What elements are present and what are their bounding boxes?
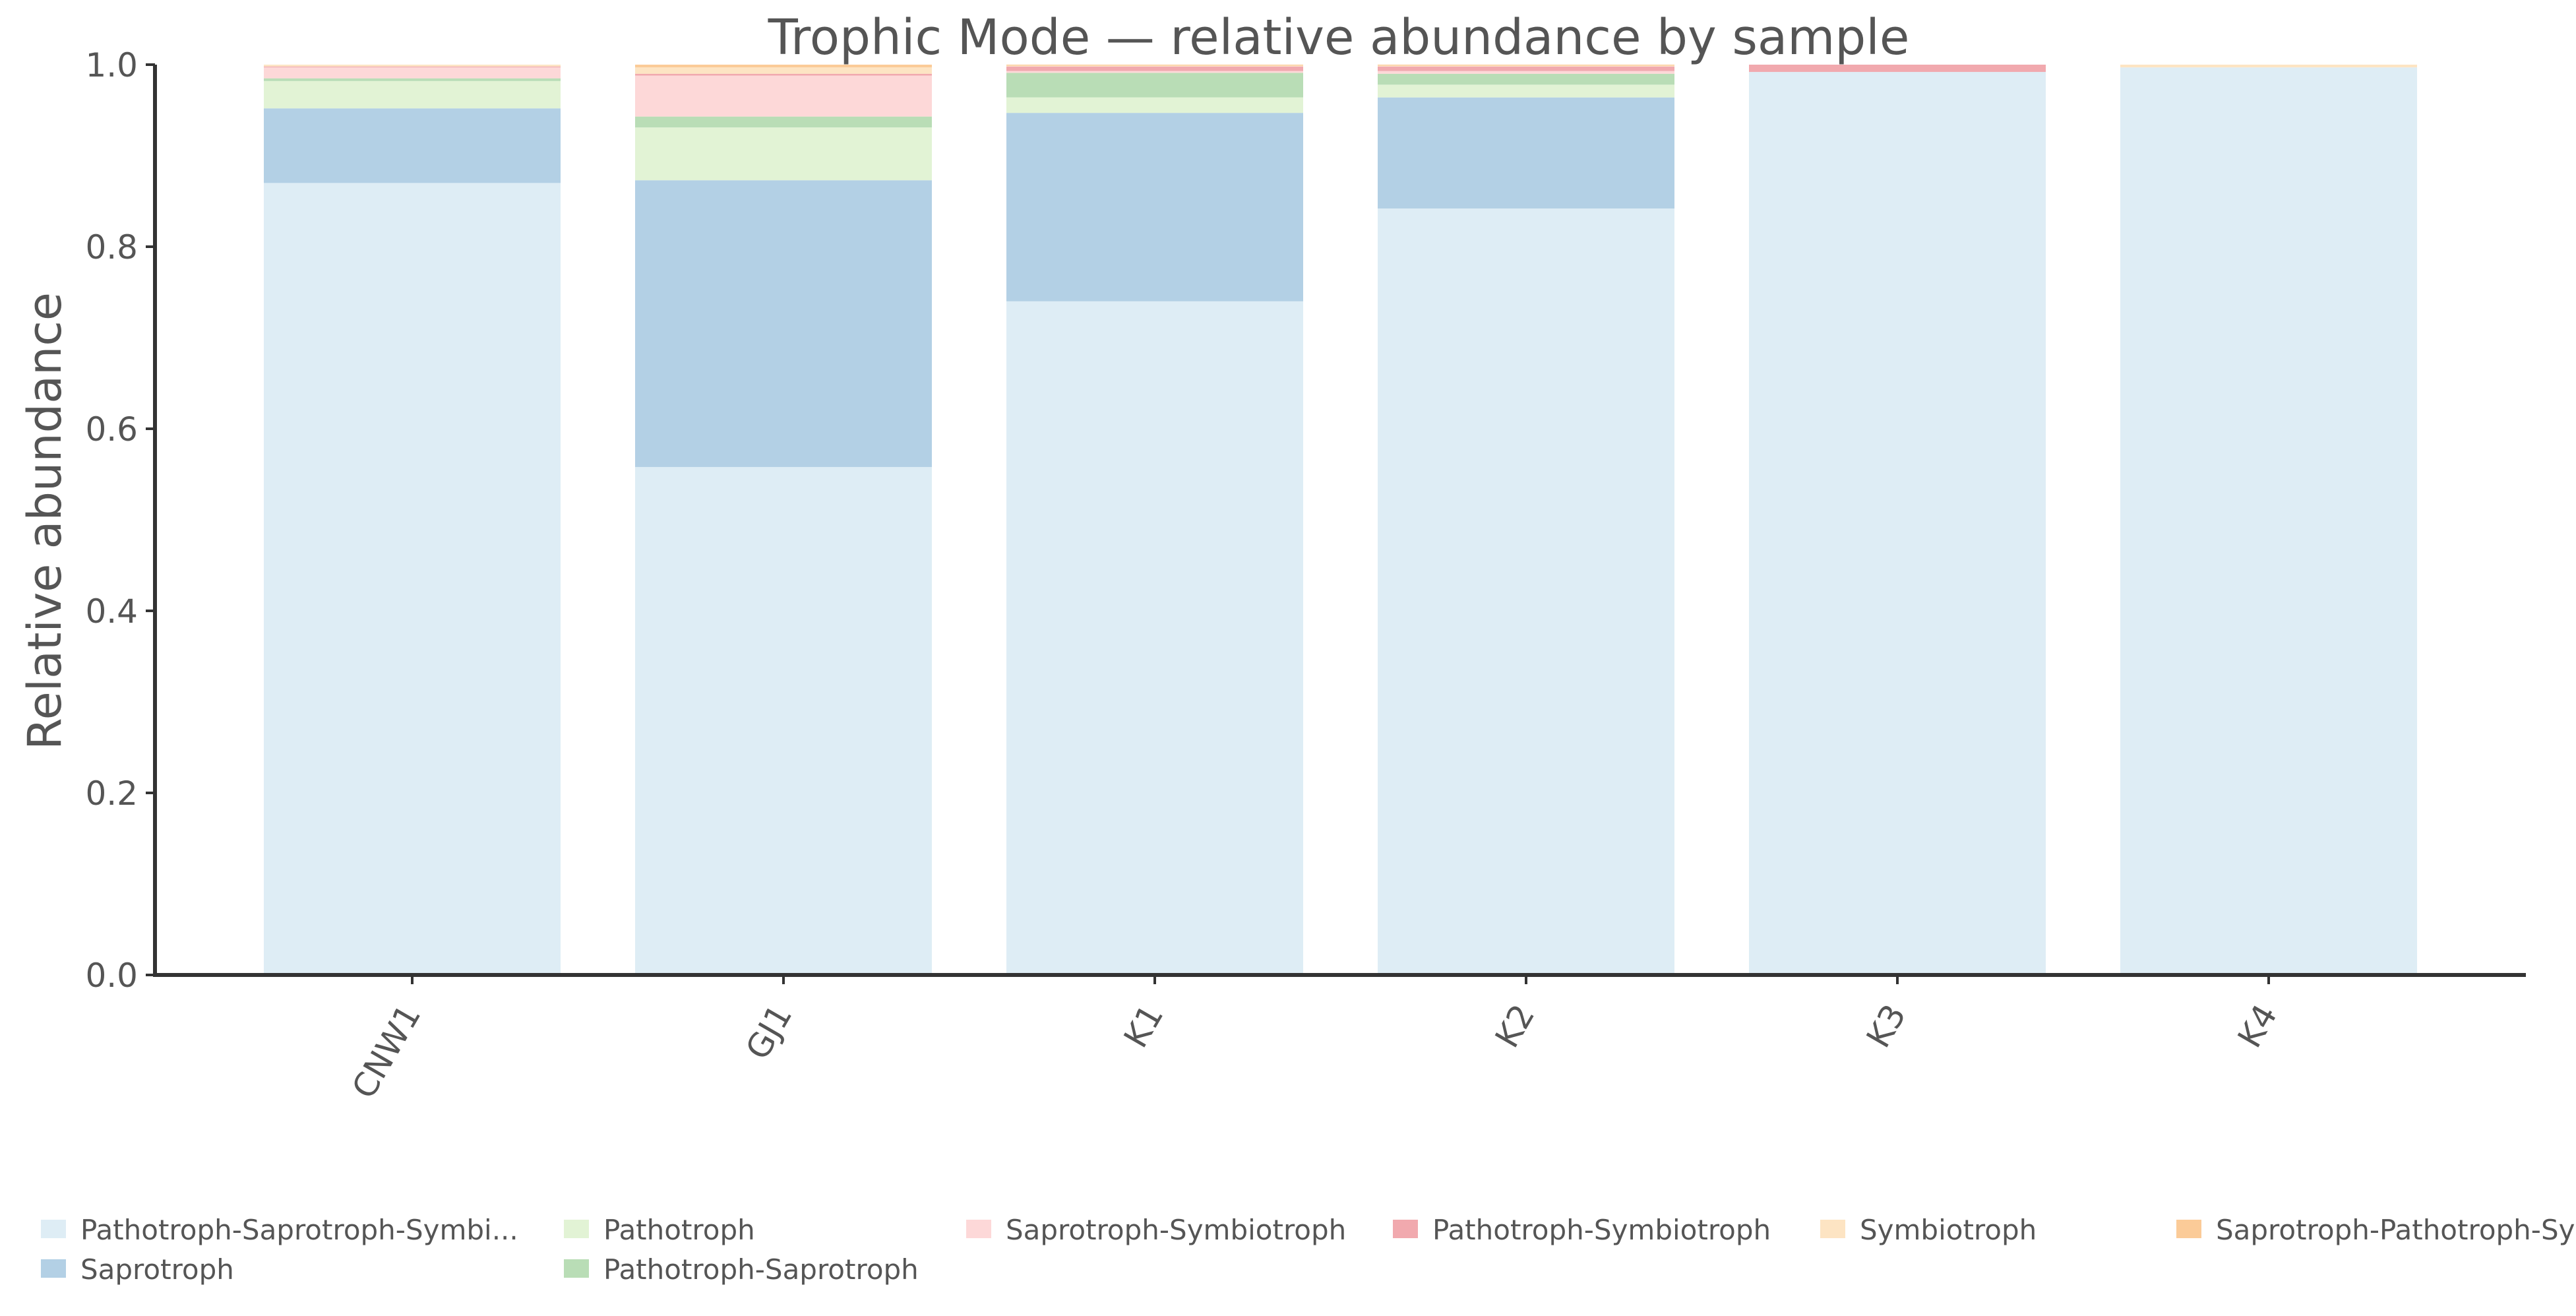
bar-segment-k1-0 <box>1006 301 1303 975</box>
x-tick-label-k2: K2 <box>1488 998 1543 1054</box>
y-tick-label: 0.2 <box>85 774 138 813</box>
bar-segment-k2-0 <box>1378 208 1674 975</box>
legend-item-6: Symbiotroph <box>1820 1214 2037 1246</box>
bar-segment-cnw1-4 <box>264 67 561 78</box>
legend-label: Pathotroph-Saprotroph <box>603 1253 919 1286</box>
legend-item-4: Saprotroph-Symbiotroph <box>966 1214 1346 1246</box>
bar-segment-k1-6 <box>1006 65 1303 67</box>
bar-segment-k2-4 <box>1378 71 1674 74</box>
legend-item-1: Saprotroph <box>41 1253 234 1286</box>
y-axis-label: Relative abundance <box>18 292 72 750</box>
legend-label: Saprotroph <box>80 1253 234 1286</box>
legend-swatch <box>1393 1220 1418 1238</box>
bar-segment-gj1-0 <box>635 466 932 975</box>
bar-segment-k2-5 <box>1378 66 1674 71</box>
bar-segment-k1-1 <box>1006 113 1303 301</box>
bar-segment-gj1-3 <box>635 116 932 128</box>
legend-label: Saprotroph-Symbiotroph <box>1006 1214 1346 1246</box>
bar-segment-k4-6 <box>2120 65 2417 68</box>
legend-item-3: Pathotroph-Saprotroph <box>564 1253 919 1286</box>
bar-segment-cnw1-3 <box>264 78 561 81</box>
legend-swatch <box>2176 1220 2201 1238</box>
x-tick-label-k4: K4 <box>2230 998 2285 1054</box>
bar-segment-k3-0 <box>1749 72 2046 975</box>
legend-swatch <box>1820 1220 1845 1238</box>
bar-segment-gj1-5 <box>635 73 932 76</box>
legend-swatch <box>41 1259 66 1278</box>
legend-label: Pathotroph <box>603 1214 755 1246</box>
legend-item-5: Pathotroph-Symbiotroph <box>1393 1214 1771 1246</box>
y-tick-label: 0.8 <box>85 228 138 266</box>
bar-segment-cnw1-0 <box>264 183 561 975</box>
x-tick-label-k3: K3 <box>1859 998 1914 1054</box>
bar-segment-k4-0 <box>2120 67 2417 975</box>
y-tick-label: 0.0 <box>85 956 138 995</box>
legend-swatch <box>966 1220 991 1238</box>
legend-item-7: Saprotroph-Pathotroph-Symbi... <box>2176 1214 2576 1246</box>
bar-segment-k2-2 <box>1378 84 1674 98</box>
y-ticks: 0.0 0.2 0.4 0.6 0.8 1.0 <box>85 46 155 995</box>
legend-item-0: Pathotroph-Saprotroph-Symbi... <box>41 1214 518 1246</box>
bar-segment-gj1-2 <box>635 127 932 181</box>
legend: Pathotroph-Saprotroph-Symbi... Saprotroph… <box>41 1214 2576 1286</box>
y-tick-label: 0.4 <box>85 592 138 631</box>
legend-label: Symbiotroph <box>1860 1214 2037 1246</box>
bar-segment-k1-5 <box>1006 66 1303 71</box>
bar-segment-k1-4 <box>1006 71 1303 73</box>
x-ticks: CNW1 GJ1 K1 K2 K3 K4 <box>344 975 2285 1105</box>
legend-swatch <box>564 1220 589 1238</box>
bar-segment-k2-6 <box>1378 65 1674 67</box>
legend-swatch <box>564 1259 589 1278</box>
legend-label: Pathotroph-Symbiotroph <box>1432 1214 1771 1246</box>
bar-segment-k3-5 <box>1749 65 2046 73</box>
axes <box>153 65 2526 977</box>
bar-segment-cnw1-6 <box>264 65 561 67</box>
bar-segment-cnw1-2 <box>264 80 561 109</box>
y-tick-label: 0.6 <box>85 410 138 449</box>
legend-item-2: Pathotroph <box>564 1214 755 1246</box>
bar-segment-cnw1-1 <box>264 108 561 183</box>
bar-segment-k1-2 <box>1006 97 1303 113</box>
bar-segment-gj1-1 <box>635 180 932 467</box>
x-tick-label-k1: K1 <box>1117 998 1171 1054</box>
chart-title: Trophic Mode — relative abundance by sam… <box>768 9 1910 66</box>
legend-label: Pathotroph-Saprotroph-Symbi... <box>80 1214 518 1246</box>
x-tick-label-cnw1: CNW1 <box>344 998 428 1105</box>
bar-segment-k2-3 <box>1378 73 1674 85</box>
bar-segment-gj1-6 <box>635 67 932 74</box>
legend-label: Saprotroph-Pathotroph-Symbi... <box>2216 1214 2576 1246</box>
legend-swatch <box>41 1220 66 1238</box>
x-tick-label-gj1: GJ1 <box>739 998 800 1066</box>
bar-segment-k2-1 <box>1378 97 1674 209</box>
bar-segment-gj1-4 <box>635 75 932 117</box>
y-tick-label: 1.0 <box>85 46 138 84</box>
bars <box>264 65 2417 975</box>
bar-segment-k1-3 <box>1006 73 1303 98</box>
bar-segment-gj1-7 <box>635 65 932 68</box>
